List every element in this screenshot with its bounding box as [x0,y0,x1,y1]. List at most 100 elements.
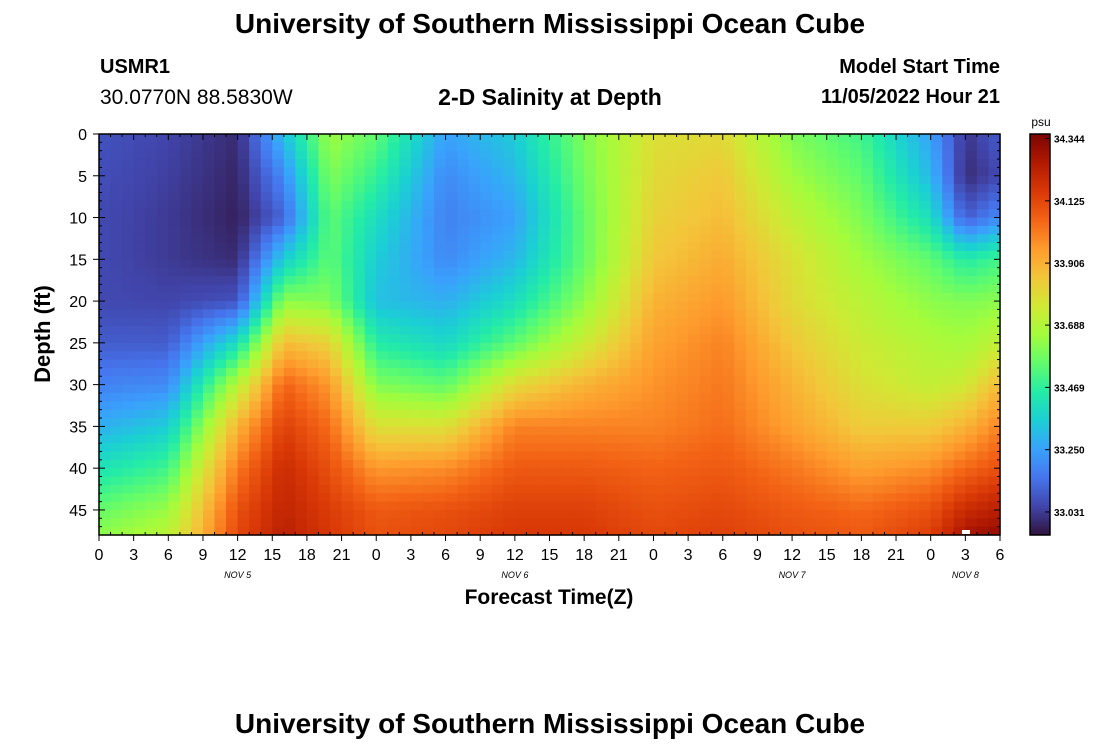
heatmap-cell [676,267,689,277]
heatmap-cell [376,443,389,453]
heatmap-cell [341,292,354,302]
heatmap-cell [884,443,897,453]
heatmap-cell [330,284,343,294]
heatmap-cell [849,159,862,169]
heatmap-cell [734,518,747,528]
heatmap-cell [214,167,227,177]
heatmap-cell [861,184,874,194]
heatmap-cell [826,134,839,143]
heatmap-cell [595,250,608,260]
heatmap-cell [330,200,343,210]
heatmap-cell [861,200,874,210]
heatmap-cell [283,409,296,419]
heatmap-cell [549,292,562,302]
heatmap-cell [145,342,158,352]
x-tick-label: 3 [684,547,693,564]
heatmap-cell [168,342,181,352]
heatmap-cell [145,250,158,260]
heatmap-cell [826,459,839,469]
heatmap-cell [99,384,112,394]
heatmap-cell [930,150,943,160]
heatmap-cell [503,468,516,478]
heatmap-cell [792,326,805,336]
heatmap-cell [306,175,320,185]
heatmap-cell [260,426,273,436]
heatmap-cell [665,167,678,177]
heatmap-cell [202,367,216,377]
colorbar-tick-label: 34.125 [1054,197,1085,208]
heatmap-cell [688,250,701,260]
heatmap-cell [156,509,169,519]
heatmap-cell [387,276,400,285]
heatmap-cell [699,167,712,177]
heatmap-cell [792,484,805,494]
heatmap-cell [214,317,227,327]
heatmap-cell [237,242,250,252]
heatmap-cell [618,484,631,494]
heatmap-cell [884,242,897,252]
heatmap-cell [202,175,216,185]
heatmap-cell [306,284,320,294]
heatmap-cell [688,225,701,235]
heatmap-cell [838,134,851,143]
heatmap-cell [341,351,354,361]
heatmap-cell [260,384,273,394]
heatmap-cell [330,468,343,478]
heatmap-cell [226,284,239,294]
heatmap-cell [480,242,493,252]
heatmap-cell [295,225,308,235]
heatmap-cell [838,384,851,394]
heatmap-cell [341,493,354,503]
heatmap-cell [595,443,608,453]
heatmap-cell [272,409,285,419]
heatmap-cell [295,351,308,361]
heatmap-cell [410,200,424,210]
heatmap-cell [191,409,204,419]
heatmap-cell [930,392,943,402]
heatmap-cell [572,217,585,227]
heatmap-cell [676,509,689,519]
heatmap-cell [722,418,735,427]
heatmap-cell [699,459,712,469]
heatmap-cell [826,326,839,336]
heatmap-cell [99,342,112,352]
heatmap-cell [202,401,216,411]
heatmap-cell [942,134,955,143]
heatmap-cell [295,484,308,494]
heatmap-cell [734,509,747,519]
heatmap-cell [618,175,631,185]
heatmap-cell [884,259,897,269]
heatmap-cell [942,234,955,244]
heatmap-cell [110,484,123,494]
heatmap-cell [815,451,828,461]
heatmap-cell [572,367,585,377]
heatmap-cell [133,376,146,386]
heatmap-cell [584,351,597,361]
colorbar-tick-label: 33.906 [1054,259,1085,270]
heatmap-cell [861,359,874,369]
heatmap-cell [179,184,193,194]
heatmap-cell [445,351,458,361]
heatmap-cell [572,200,585,210]
heatmap-cell [410,292,424,302]
heatmap-cell [953,359,966,369]
heatmap-cell [618,493,631,503]
heatmap-cell [168,501,181,511]
heatmap-cell [364,284,377,294]
heatmap-cell [214,209,227,219]
heatmap-cell [792,134,805,143]
heatmap-cell [514,526,527,536]
heatmap-cell [133,342,146,352]
heatmap-cell [237,276,250,285]
heatmap-cell [745,192,759,202]
heatmap-cell [584,301,597,311]
heatmap-cell [480,526,493,536]
heatmap-cell [815,159,828,169]
heatmap-cell [792,526,805,536]
heatmap-cell [988,367,1001,377]
heatmap-cell [156,493,169,503]
heatmap-cell [930,468,943,478]
heatmap-cell [526,359,539,369]
heatmap-cell [595,426,608,436]
heatmap-cell [676,367,689,377]
